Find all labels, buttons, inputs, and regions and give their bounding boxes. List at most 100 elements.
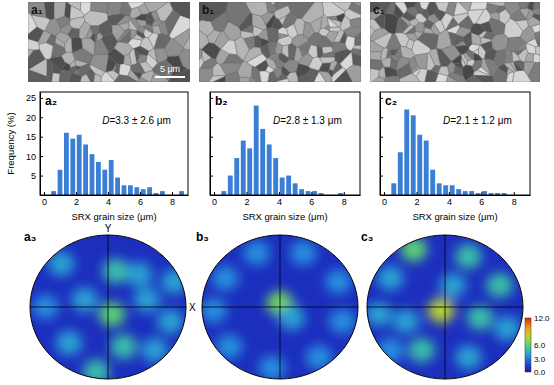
bar xyxy=(267,144,272,195)
grain xyxy=(299,47,308,57)
grain xyxy=(44,2,54,20)
bar xyxy=(424,141,429,195)
bar xyxy=(70,139,75,195)
grain xyxy=(386,33,400,50)
grain xyxy=(133,71,142,78)
grain xyxy=(202,2,228,22)
grain xyxy=(148,49,157,62)
crosshair xyxy=(445,235,446,379)
plot-frame xyxy=(40,92,188,195)
bar xyxy=(254,106,259,195)
grain xyxy=(224,22,241,41)
bar xyxy=(90,154,95,195)
grain xyxy=(270,2,275,5)
bar xyxy=(77,135,82,195)
grain xyxy=(79,21,90,39)
grain xyxy=(340,52,353,70)
tick-label: 0 xyxy=(212,197,217,207)
grain xyxy=(107,71,119,81)
tick-label: 8 xyxy=(170,197,175,207)
tick-label: 0.0 xyxy=(534,368,546,377)
intensity-spot xyxy=(48,252,75,276)
grain xyxy=(420,2,430,9)
grain xyxy=(527,2,534,10)
tick-label: 6 xyxy=(138,197,143,207)
bars xyxy=(51,133,184,195)
panel-label: c₃ xyxy=(361,230,373,244)
x-axis-title: SRX grain size (μm) xyxy=(71,211,156,222)
grain xyxy=(152,26,161,34)
tick-label: 15 xyxy=(26,132,36,142)
grain xyxy=(70,6,84,20)
tick: 6.0 xyxy=(531,341,546,350)
panel-label: a₁ xyxy=(31,3,43,17)
grain xyxy=(535,38,540,46)
grain xyxy=(61,52,74,64)
bar xyxy=(51,191,56,195)
pole-background xyxy=(30,235,186,379)
grain xyxy=(137,26,145,33)
grain xyxy=(282,45,289,58)
color-bar xyxy=(525,318,531,372)
bar xyxy=(64,133,69,195)
tick: 4 xyxy=(277,192,282,207)
bar xyxy=(160,191,165,195)
tick: 4 xyxy=(447,192,452,207)
grain xyxy=(486,3,499,13)
grain xyxy=(54,2,66,19)
grain xyxy=(114,42,132,56)
plot-frame xyxy=(380,92,530,195)
grain xyxy=(355,32,361,45)
tick-label: 6 xyxy=(309,197,314,207)
pole-outline xyxy=(367,235,523,379)
bar xyxy=(221,191,226,195)
grain xyxy=(254,36,261,48)
tick-label: 12.0 xyxy=(534,314,550,323)
intensity-spot xyxy=(393,309,420,333)
grain xyxy=(106,56,117,72)
bar xyxy=(83,144,88,195)
bar xyxy=(273,158,278,195)
tick-label: 10 xyxy=(26,152,36,162)
grain xyxy=(179,49,190,70)
tick: 0 xyxy=(42,192,47,207)
tick-label: 2 xyxy=(244,197,249,207)
intensity-spot xyxy=(126,262,153,286)
grain xyxy=(71,37,82,52)
pole-figure-marks xyxy=(200,235,358,380)
grain xyxy=(397,63,412,78)
grain xyxy=(243,47,262,63)
grain xyxy=(283,60,298,73)
color-bar-axis: 12.06.03.00.0 xyxy=(531,314,550,377)
grain xyxy=(28,2,46,18)
tick: 8 xyxy=(342,192,347,207)
plot-frame xyxy=(210,92,360,195)
grain xyxy=(504,18,523,37)
bar xyxy=(179,191,184,195)
tick: 8 xyxy=(512,192,517,207)
crosshair xyxy=(108,235,109,379)
grain xyxy=(436,73,448,82)
tick: 12.0 xyxy=(531,314,550,323)
grain xyxy=(90,34,95,42)
tick-label: 8 xyxy=(342,197,347,207)
panel-label: c₁ xyxy=(373,3,385,17)
intensity-spot xyxy=(278,306,305,330)
grain xyxy=(507,68,513,74)
intensity-spot xyxy=(83,360,110,384)
grain xyxy=(134,46,149,55)
grain xyxy=(274,2,289,10)
bar xyxy=(437,183,442,195)
grain xyxy=(435,2,449,12)
grain xyxy=(317,46,323,58)
grain xyxy=(183,36,190,51)
bar xyxy=(299,189,304,195)
grain xyxy=(533,54,540,63)
grain xyxy=(326,31,338,42)
tick: 2 xyxy=(74,192,79,207)
tick: 0 xyxy=(212,192,217,207)
micrograph xyxy=(370,2,540,82)
grain xyxy=(370,52,382,61)
grain xyxy=(296,64,310,78)
grain xyxy=(453,35,463,46)
